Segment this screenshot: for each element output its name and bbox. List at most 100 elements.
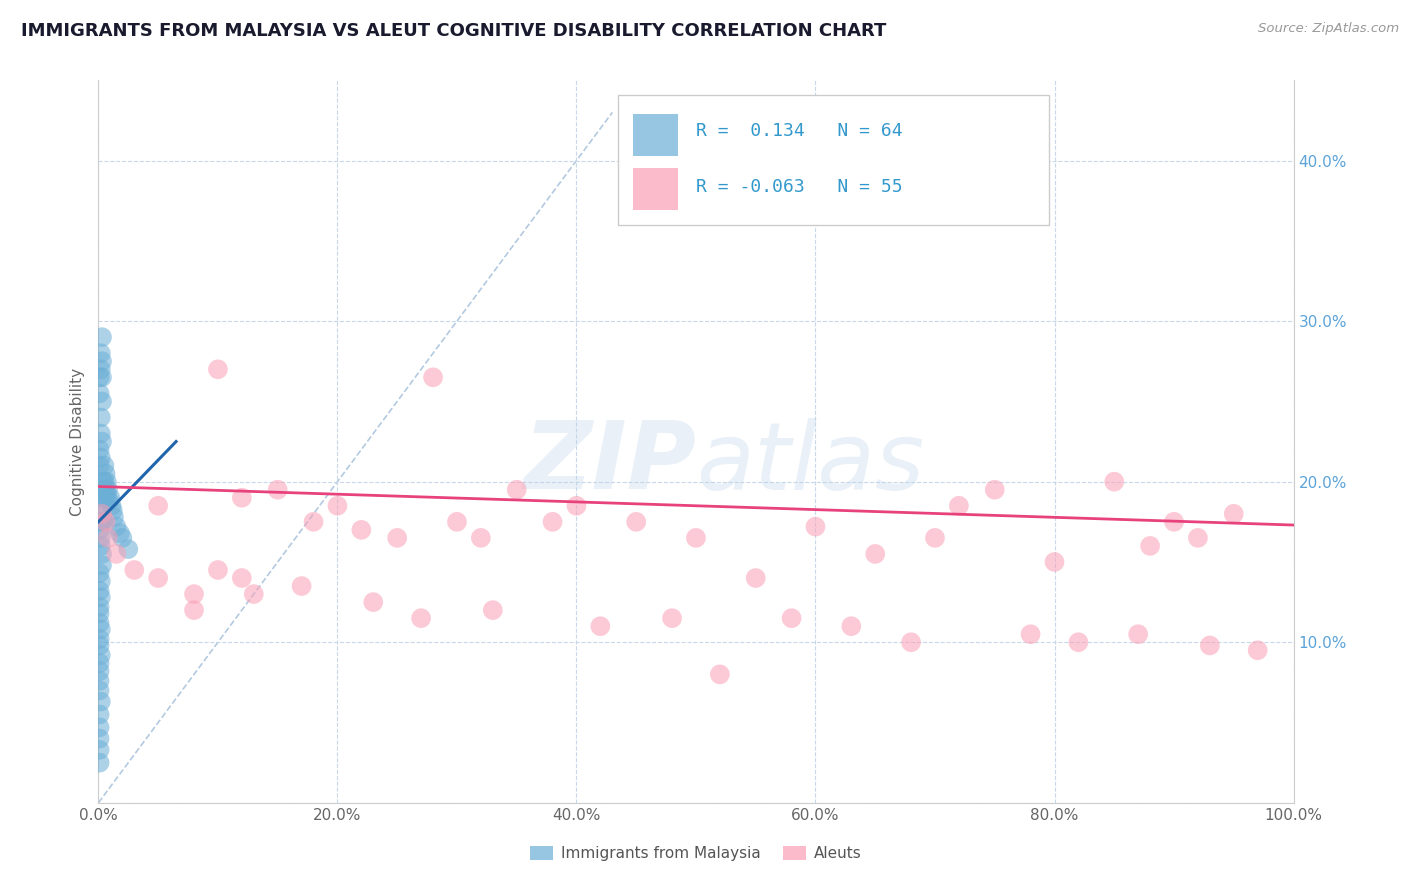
Point [1067,635,1090,649]
Point [541,515,564,529]
Point [411,611,433,625]
Point [111,531,134,545]
Point [91,515,114,529]
Point [89,566,111,581]
Point [207,563,229,577]
Point [183,587,205,601]
Point [91,483,114,497]
Text: R =  0.134   N = 64: R = 0.134 N = 64 [696,122,903,140]
Point [91,547,114,561]
Point [363,595,385,609]
Point [1128,627,1150,641]
Point [98,494,121,508]
Point [89,756,111,770]
Point [148,499,170,513]
Point [267,483,290,497]
Point [90,346,112,360]
Point [117,542,139,557]
Point [97,531,120,545]
Point [89,632,111,646]
Point [90,531,112,545]
Point [1043,555,1066,569]
Text: ZIP: ZIP [523,417,696,509]
FancyBboxPatch shape [633,114,678,156]
FancyBboxPatch shape [633,169,678,211]
Point [96,475,118,489]
Point [89,743,111,757]
Point [91,475,114,489]
Point [89,639,111,653]
Point [89,599,111,614]
Point [183,603,205,617]
Point [89,386,111,401]
Text: R = -0.063   N = 55: R = -0.063 N = 55 [696,178,903,196]
Point [506,483,529,497]
Point [90,426,112,441]
Point [231,571,253,585]
Point [94,483,117,497]
Point [89,673,111,688]
Point [90,362,112,376]
Point [89,370,111,384]
Point [709,667,731,681]
Point [89,656,111,670]
Point [90,450,112,465]
Point [90,623,112,637]
Text: Source: ZipAtlas.com: Source: ZipAtlas.com [1258,22,1399,36]
Point [91,558,114,573]
Point [101,503,124,517]
Point [326,499,349,513]
Point [100,499,122,513]
Point [90,591,112,605]
Point [1019,627,1042,641]
Point [589,619,612,633]
Point [105,519,128,533]
Point [1104,475,1126,489]
Point [89,683,111,698]
Point [243,587,266,601]
Point [1187,531,1209,545]
Point [422,370,444,384]
Point [481,603,505,617]
Point [1199,639,1222,653]
Point [98,491,122,505]
Point [90,574,112,589]
Point [91,370,114,384]
Point [89,458,111,473]
Point [291,579,314,593]
Point [90,695,112,709]
Point [841,619,863,633]
Legend: Immigrants from Malaysia, Aleuts: Immigrants from Malaysia, Aleuts [524,840,868,867]
Point [302,515,325,529]
Point [984,483,1007,497]
Point [89,507,111,521]
Point [865,547,887,561]
FancyBboxPatch shape [619,95,1049,225]
Point [148,571,170,585]
Point [103,510,125,524]
Point [105,547,128,561]
Point [93,491,115,505]
Point [97,483,120,497]
Text: IMMIGRANTS FROM MALAYSIA VS ALEUT COGNITIVE DISABILITY CORRELATION CHART: IMMIGRANTS FROM MALAYSIA VS ALEUT COGNIT… [21,22,886,40]
Point [350,523,373,537]
Point [89,515,111,529]
Point [89,491,111,505]
Point [94,515,117,529]
Point [90,410,112,425]
Point [1163,515,1185,529]
Point [745,571,768,585]
Point [89,664,111,678]
Point [207,362,229,376]
Point [1139,539,1161,553]
Point [626,515,648,529]
Point [89,707,111,722]
Point [91,354,114,368]
Point [91,394,114,409]
Point [89,615,111,630]
Point [900,635,922,649]
Point [1247,643,1270,657]
Point [93,475,115,489]
Point [91,507,114,521]
Point [108,526,131,541]
